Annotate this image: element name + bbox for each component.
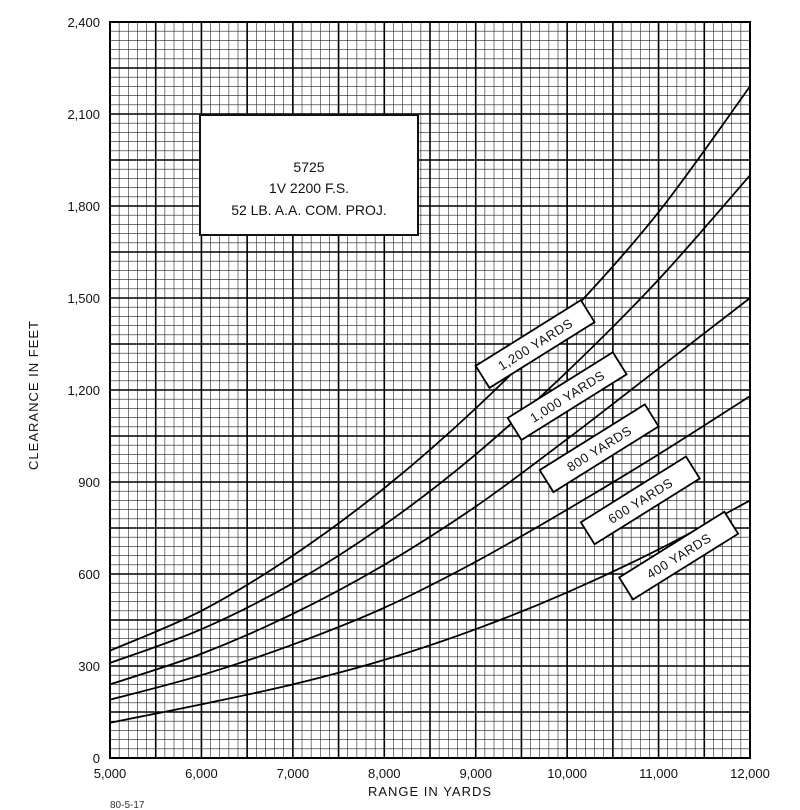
y-tick-labels: 0 300 600 900 1,200 1,500 1,800 2,100 2,400 [67,15,100,766]
x-tick-label: 11,000 [639,766,678,781]
title-box-frame [199,114,419,236]
curve-label-box [538,403,660,494]
series-line-0 [109,85,751,652]
y-tick-label: 1,200 [67,383,100,398]
footnote: 80-5-17 [110,800,145,810]
x-tick-label: 8,000 [368,766,401,781]
curve-label-box [506,351,628,442]
x-tick-label: 9,000 [459,766,492,781]
x-tick-label: 12,000 [730,766,770,781]
title-line-3: 52 LB. A.A. COM. PROJ. [231,202,387,218]
grid-major [109,21,751,759]
y-tick-label: 2,100 [67,107,100,122]
y-axis-label: CLEARANCE IN FEET [26,320,41,470]
series-line-4 [109,499,751,724]
curve-label-box [617,510,740,601]
y-tick-label: 2,400 [67,15,100,30]
y-tick-label: 900 [78,475,100,490]
y-tick-label: 0 [93,751,100,766]
x-tick-label: 6,000 [185,766,218,781]
series-line-3 [109,395,751,701]
curve-label-box [579,455,701,546]
title-box: 5725 1V 2200 F.S. 52 LB. A.A. COM. PROJ. [199,114,419,236]
curve-label-box [474,298,596,390]
y-tick-label: 600 [78,567,100,582]
x-tick-label: 10,000 [547,766,587,781]
y-tick-label: 300 [78,659,100,674]
curves [109,85,751,724]
x-tick-labels: 5,000 6,000 7,000 8,000 9,000 10,000 11,000 12,… [94,766,770,781]
x-tick-label: 5,000 [94,766,127,781]
series-line-1 [109,174,751,664]
x-tick-label: 7,000 [277,766,310,781]
x-axis-label: RANGE IN YARDS [368,784,492,799]
y-tick-label: 1,500 [67,291,100,306]
series-line-2 [109,297,751,686]
title-line-2: 1V 2200 F.S. [269,180,349,196]
y-tick-label: 1,800 [67,199,100,214]
plot-frame [109,21,751,759]
title-line-1: 5725 [293,159,324,175]
